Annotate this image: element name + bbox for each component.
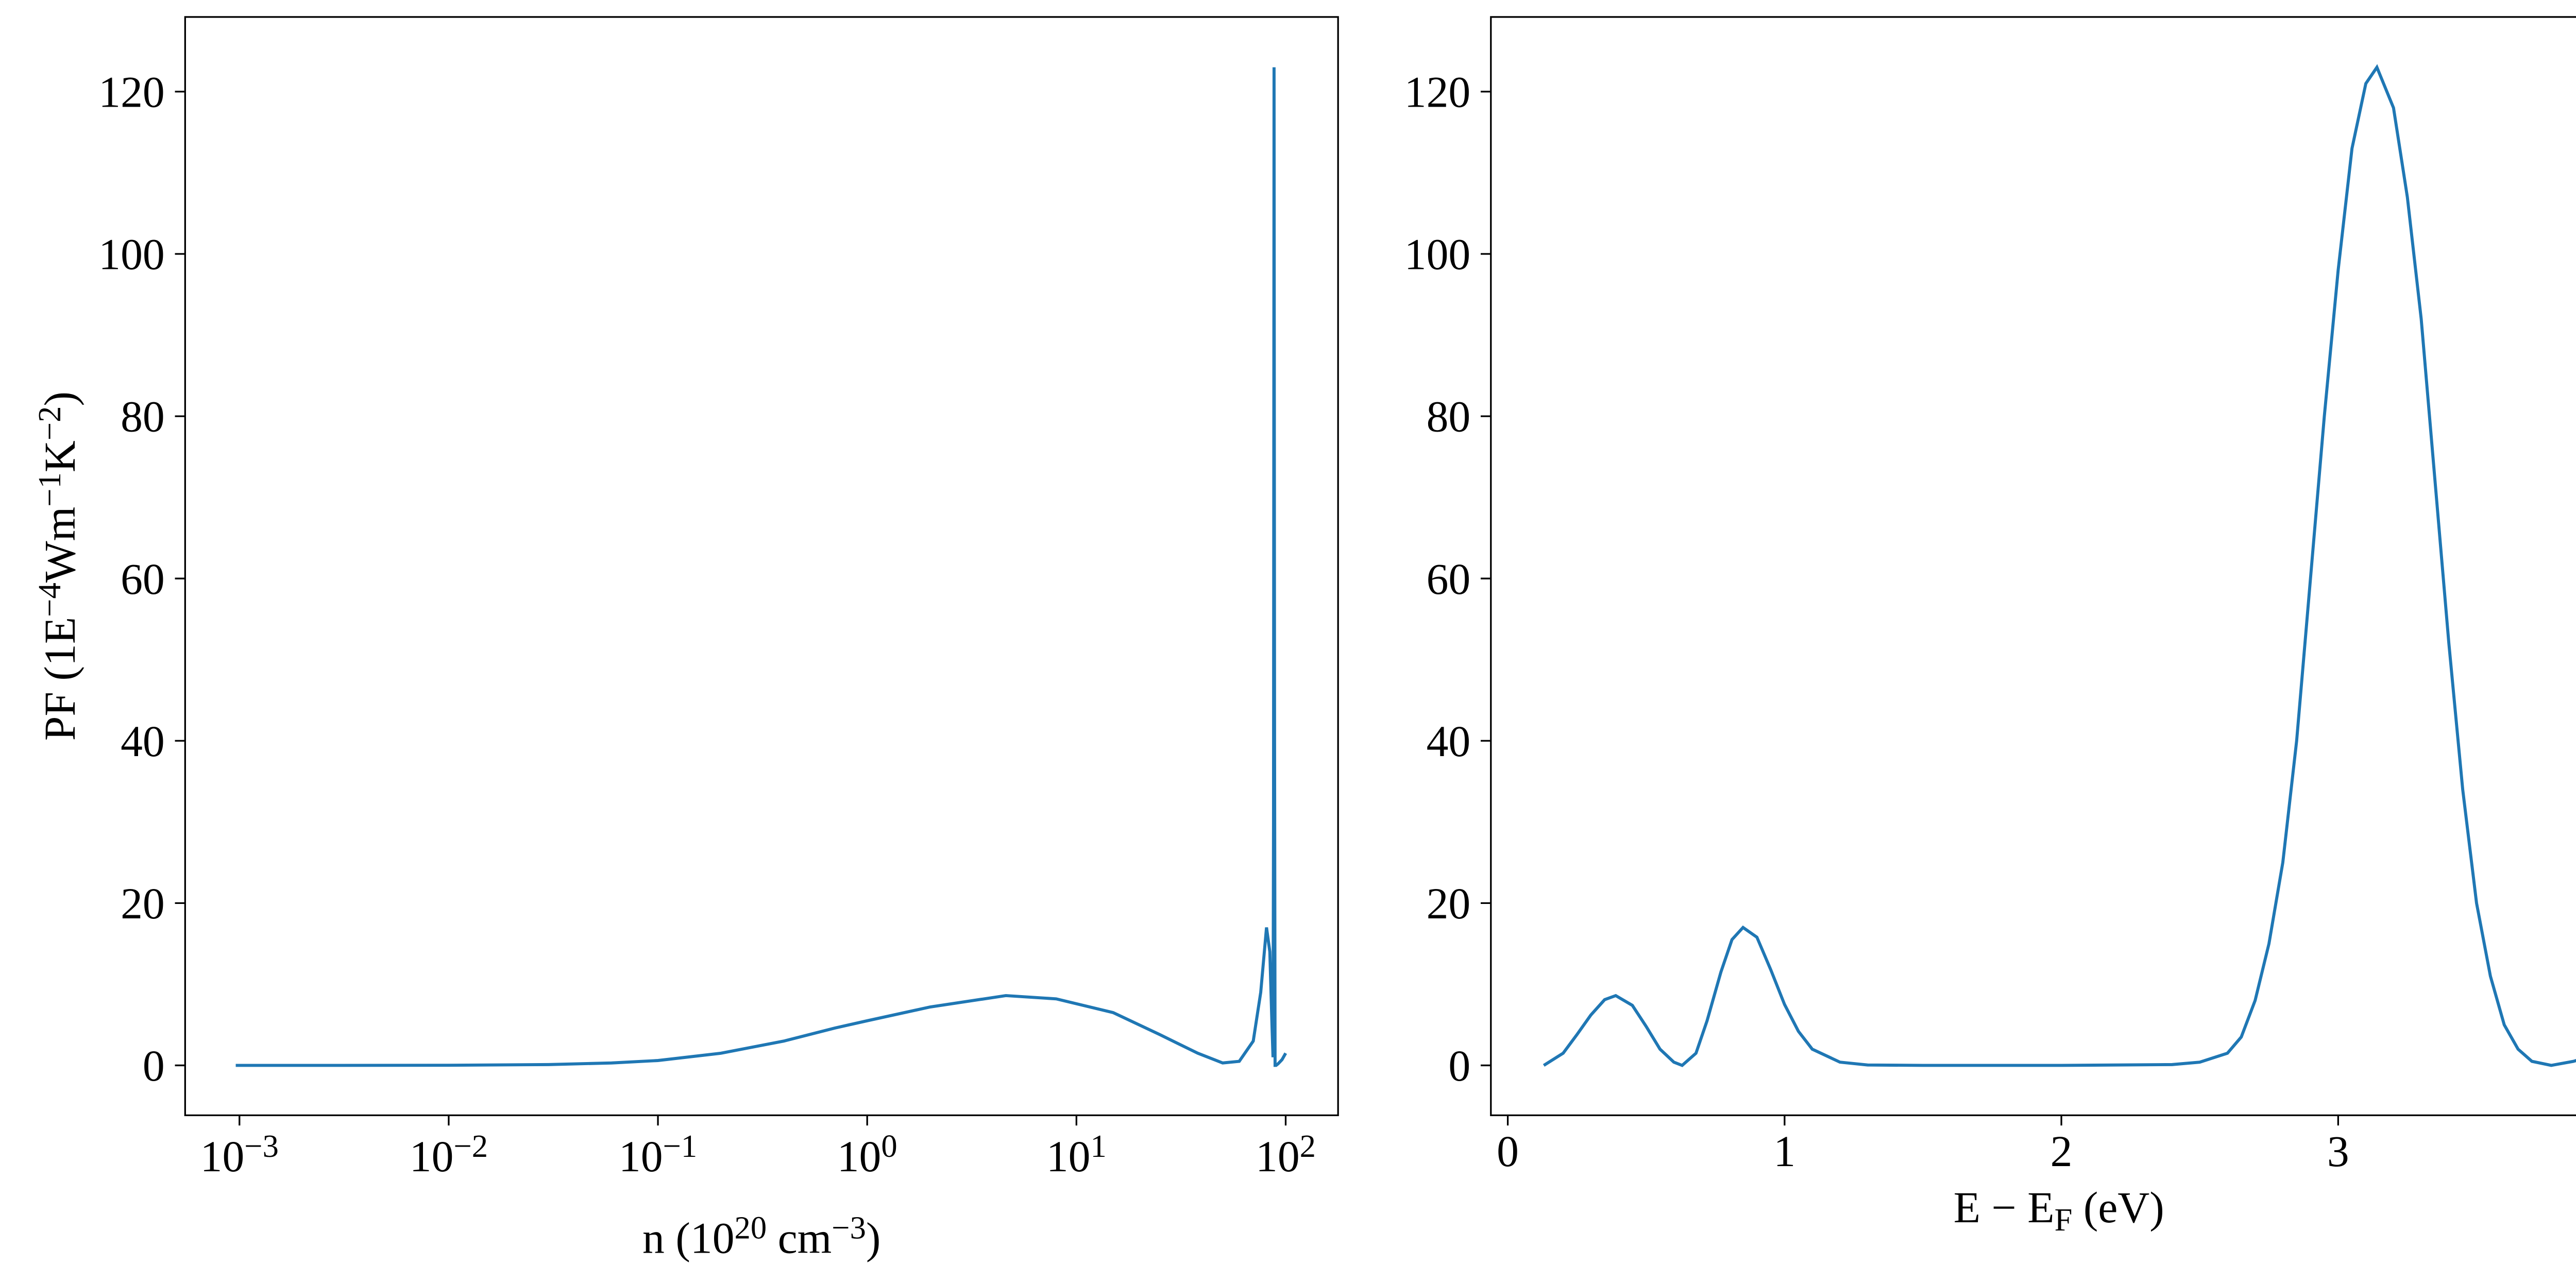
- label-part: −3: [832, 1209, 866, 1245]
- label-part: (eV): [2072, 1183, 2164, 1232]
- x-axis-label: n (1020 cm−3): [642, 1209, 880, 1262]
- x-tick-label: 100: [837, 1128, 897, 1181]
- y-tick-label: 80: [1427, 392, 1471, 441]
- label-part: ): [866, 1213, 881, 1262]
- y-tick-label: 120: [98, 68, 165, 117]
- label-part: −1: [31, 472, 67, 507]
- label-part: n (10: [642, 1213, 734, 1262]
- y-tick-label: 20: [1427, 879, 1471, 928]
- data-line: [235, 67, 1287, 1067]
- x-tick-label: 0: [1497, 1127, 1519, 1176]
- x-tick-label: 3: [2327, 1127, 2349, 1176]
- label-part: Wm: [36, 507, 84, 583]
- label-part: K: [36, 440, 84, 472]
- y-tick-label: 80: [121, 392, 165, 441]
- y-tick-label: 0: [1448, 1041, 1470, 1090]
- label-part: 20: [735, 1209, 767, 1245]
- label-part: E − E: [1954, 1183, 2055, 1232]
- y-tick-label: 60: [121, 555, 165, 604]
- x-tick-label: 1: [1773, 1127, 1795, 1176]
- label-part: −2: [31, 406, 67, 441]
- x-axis-label: E − EF (eV): [1954, 1183, 2164, 1238]
- label-part: ): [36, 391, 84, 406]
- tick-base: 10: [619, 1132, 663, 1181]
- tick-exponent: −2: [453, 1128, 488, 1164]
- subplot: 02040608010012001234E − EF (eV): [1404, 16, 2576, 1238]
- tick-exponent: 2: [1300, 1128, 1316, 1164]
- y-tick-label: 0: [143, 1041, 165, 1090]
- tick-base: 10: [1046, 1132, 1091, 1181]
- tick-base: 10: [410, 1132, 454, 1181]
- tick-base: 10: [1256, 1132, 1300, 1181]
- axes-frame: [1490, 16, 2576, 1116]
- label-part: PF (1E: [36, 617, 84, 741]
- label-part: F: [2055, 1202, 2073, 1238]
- x-tick-label: 10−1: [619, 1128, 697, 1181]
- data-line: [1543, 64, 2576, 1067]
- x-tick-label: 10−3: [200, 1128, 279, 1181]
- y-tick-label: 40: [1427, 717, 1471, 766]
- y-axis-label: PF (1E−4Wm−1K−2): [31, 391, 84, 741]
- tick-exponent: 0: [881, 1128, 897, 1164]
- y-tick-label: 100: [98, 230, 165, 279]
- y-tick-label: 120: [1404, 68, 1471, 117]
- y-tick-label: 100: [1404, 230, 1471, 279]
- label-part: −4: [31, 583, 67, 617]
- tick-base: 10: [837, 1132, 882, 1181]
- y-tick-label: 20: [121, 879, 165, 928]
- y-tick-label: 60: [1427, 555, 1471, 604]
- axes-frame: [184, 16, 1339, 1116]
- x-tick-label: 2: [2050, 1127, 2073, 1176]
- y-tick-label: 40: [121, 717, 165, 766]
- x-tick-label: 102: [1256, 1128, 1316, 1181]
- tick-base: 10: [200, 1132, 245, 1181]
- tick-exponent: −1: [663, 1128, 698, 1164]
- x-tick-label: 101: [1046, 1128, 1107, 1181]
- tick-exponent: −3: [244, 1128, 279, 1164]
- label-part: cm: [767, 1213, 832, 1262]
- x-tick-label: 10−2: [410, 1128, 488, 1181]
- tick-exponent: 1: [1091, 1128, 1107, 1164]
